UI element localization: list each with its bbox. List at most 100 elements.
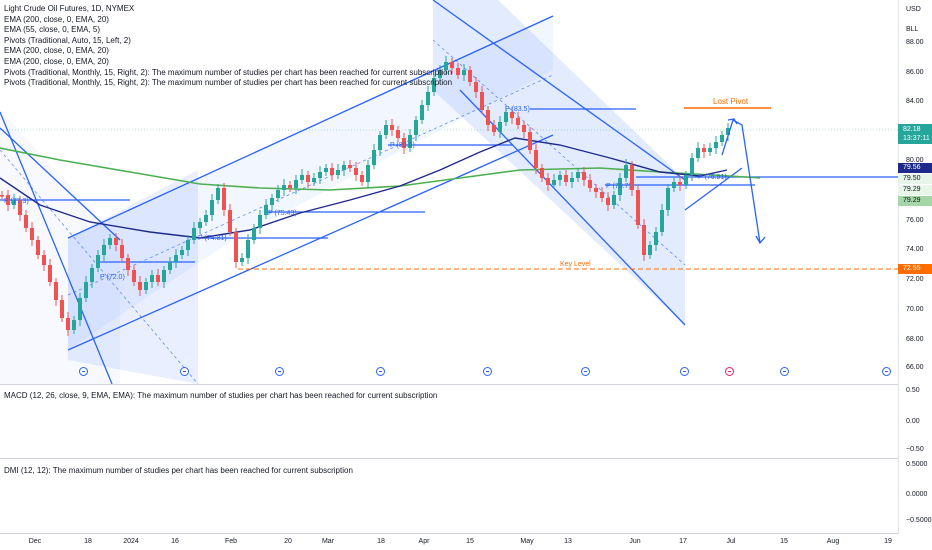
macd-legend[interactable]: MACD (12, 26, close, 9, EMA, EMA): The m… [4,391,438,400]
pivot-label: P (83.5) [505,106,530,113]
candle-body [678,182,682,185]
candle-body [66,318,70,330]
candle-body [84,282,88,298]
candle-body [282,185,286,190]
candle-body [300,175,304,180]
time-tick: 18 [377,538,385,545]
dividend-event-icon[interactable] [180,367,189,376]
candle-body [684,175,688,185]
unit-label[interactable]: BLL [906,26,919,33]
ema-tag: 79.29 [898,196,932,206]
candle-body [90,268,94,282]
candle-body [654,232,658,245]
study-legend-item[interactable]: Pivots (Traditional, Monthly, 15, Right,… [4,67,453,77]
price-tick: 68.00 [906,336,924,343]
candle-body [360,175,364,182]
chart-legend: Light Crude Oil Futures, 1D, NYMEX EMA (… [4,4,452,89]
dmi-legend[interactable]: DMI (12, 12): The maximum number of stud… [4,466,353,475]
candle-body [294,180,298,188]
lost-pivot-label: Lost Pivot [713,97,749,106]
candle-body [396,130,400,138]
study-legend-item[interactable]: EMA (200, close, 0, EMA, 20) [4,56,109,66]
candle-body [378,135,382,150]
candle-body [690,158,694,175]
time-tick: 20 [284,538,292,545]
candle-body [618,178,622,195]
candle-body [318,172,322,178]
candle-body [498,122,502,132]
candle-body [528,132,532,150]
dividend-event-icon[interactable] [882,367,891,376]
candle-body [726,128,730,135]
dividend-event-icon[interactable] [376,367,385,376]
dividend-event-icon[interactable] [483,367,492,376]
candle-body [108,238,112,245]
price-tick: 74.00 [906,246,924,253]
candle-body [138,282,142,290]
price-chart[interactable]: P (77.3) P (72.0) P (74.81) P (75.43) P (80.… [0,0,898,534]
dividend-event-icon[interactable] [581,367,590,376]
time-tick: 17 [679,538,687,545]
pivot-label: P (78.7) [606,183,631,190]
candle-body [42,255,46,265]
candle-body [672,182,676,188]
candle-body [480,92,484,110]
study-legend-item[interactable]: Pivots (Traditional, Auto, 15, Left, 2) [4,35,131,45]
candle-body [648,245,652,255]
candle-body [180,250,184,255]
time-axis[interactable]: Dec 18 2024 16 Feb 20 Mar 18 Apr 15 May … [0,534,898,550]
symbol-title[interactable]: Light Crude Oil Futures, 1D, NYMEX [4,4,135,13]
candle-body [150,275,154,282]
candle-body [588,180,592,188]
time-tick: 19 [884,538,892,545]
time-tick: May [520,538,534,545]
candle-body [372,150,376,165]
currency-label[interactable]: USD [906,6,921,13]
dividend-event-icon[interactable] [680,367,689,376]
macd-tick: 0.00 [906,418,920,425]
candle-body [558,175,562,180]
candle-body [522,125,526,132]
macd-tick: −0.50 [906,446,924,453]
study-legend-item[interactable]: EMA (200, close, 0, EMA, 20) [4,14,109,24]
candle-body [582,172,586,180]
ema-55-line [0,137,728,239]
candle-body [540,168,544,178]
price-axis[interactable]: USD BLL 88.00 86.00 84.00 80.00 76.00 74… [898,0,932,550]
candle-body [174,255,178,262]
candle-body [366,165,370,182]
time-tick: Dec [28,538,42,545]
candle-body [474,82,478,92]
study-legend-item[interactable]: EMA (200, close, 0, EMA, 20) [4,46,109,56]
channel-midline [432,39,686,266]
candle-body [564,175,568,182]
channel-shade [68,16,553,350]
flag-event-icon[interactable] [725,367,734,376]
candle-body [444,62,448,70]
time-tick: 15 [466,538,474,545]
price-tick: 76.00 [906,217,924,224]
price-tick: 88.00 [906,39,924,46]
candle-body [156,275,160,282]
projection-arrow [721,119,761,244]
candle-body [258,215,262,228]
pane-divider[interactable] [0,458,898,459]
candle-body [666,188,670,210]
candle-body [240,258,244,262]
candle-body [276,190,280,198]
study-legend-item[interactable]: EMA (55, close, 0, EMA, 5) [4,25,101,35]
dividend-event-icon[interactable] [780,367,789,376]
dividend-event-icon[interactable] [79,367,88,376]
candle-body [270,198,274,205]
study-legend-item[interactable]: Pivots (Traditional, Monthly, 15, Right,… [4,78,453,88]
pane-divider[interactable] [0,384,898,385]
candle-body [162,270,166,282]
last-price-value: 82.18 [903,126,921,133]
macd-tick: 0.50 [906,387,920,394]
candle-body [402,138,406,148]
dividend-event-icon[interactable] [275,367,284,376]
candle-body [306,175,310,182]
channel-shade [0,110,120,384]
candle-body [144,282,148,290]
